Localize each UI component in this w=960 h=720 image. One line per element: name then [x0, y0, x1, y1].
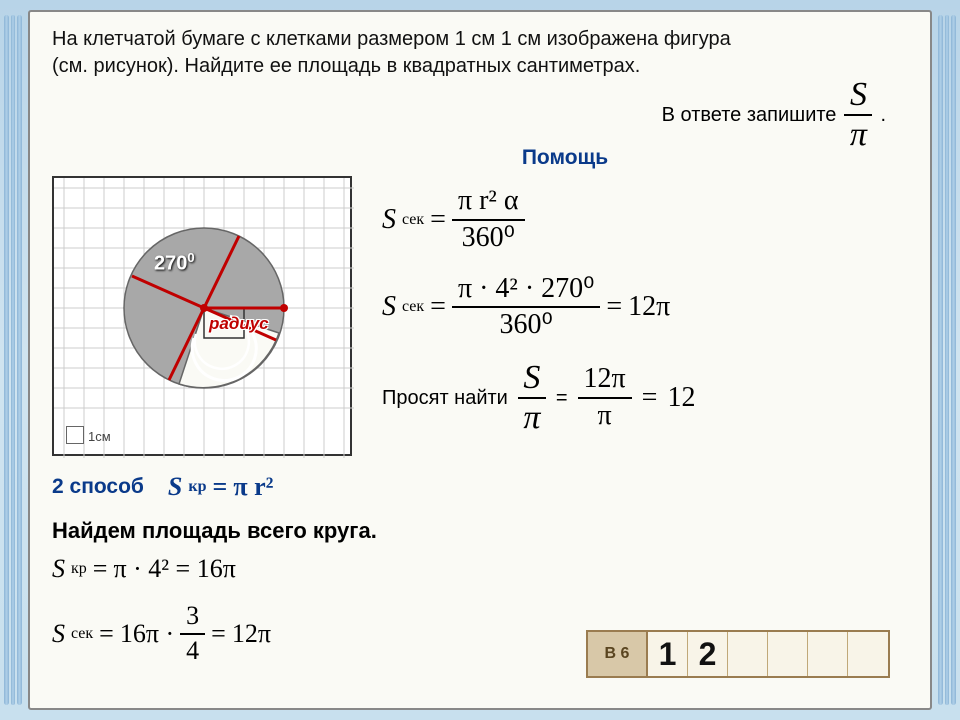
- formula-circle-numeric: Sкр = π · 4² = 16π: [52, 554, 908, 584]
- method2-label[interactable]: 2 способ: [52, 475, 144, 499]
- ask-text: Просят найти: [382, 387, 508, 410]
- problem-line1: На клетчатой бумаге с клетками размером …: [52, 28, 731, 50]
- answer-cell[interactable]: 1: [648, 632, 688, 676]
- formula-sector-general: Sсек = π r² α 360⁰: [382, 186, 908, 254]
- radius-label: радиус: [209, 314, 269, 334]
- answer-instruction: В ответе запишите Sπ .: [52, 78, 908, 152]
- angle-label: 2700: [154, 250, 195, 276]
- answer-suffix: .: [880, 104, 886, 127]
- frame-left: [4, 15, 22, 705]
- formulas-column: Sсек = π r² α 360⁰ Sсек = π · 4² · 270⁰ …: [382, 176, 908, 456]
- formula-sector-numeric: Sсек = π · 4² · 270⁰ 360⁰ = 12π: [382, 274, 908, 342]
- answer-cell[interactable]: 2: [688, 632, 728, 676]
- figure: 2700 радиус 1см: [52, 176, 352, 456]
- s-over-pi-2: Sπ: [518, 361, 546, 435]
- formula-circle-area: Sкр = π r²: [168, 472, 274, 502]
- scale-text: 1см: [88, 429, 111, 444]
- frame-right: [938, 15, 956, 705]
- answer-prefix: В ответе запишите: [662, 104, 837, 127]
- answer-cell[interactable]: [848, 632, 888, 676]
- answer-box: В 6 1 2: [586, 630, 890, 678]
- scale-box: [66, 426, 84, 444]
- slide-content: На клетчатой бумаге с клетками размером …: [28, 10, 932, 710]
- figure-svg: [54, 178, 354, 458]
- full-circle-text: Найдем площадь всего круга.: [52, 518, 908, 544]
- ask-row: Просят найти Sπ = 12π π = 12: [382, 361, 908, 435]
- method2-row: 2 способ Sкр = π r²: [52, 472, 908, 502]
- help-label[interactable]: Помощь: [222, 146, 908, 170]
- answer-cell[interactable]: [808, 632, 848, 676]
- answer-cell[interactable]: [768, 632, 808, 676]
- problem-text: На клетчатой бумаге с клетками размером …: [52, 26, 908, 80]
- answer-box-label: В 6: [586, 630, 646, 678]
- answer-cell[interactable]: [728, 632, 768, 676]
- answer-cells[interactable]: 1 2: [646, 630, 890, 678]
- s-over-pi-1: Sπ: [844, 78, 872, 152]
- problem-line2: (см. рисунок). Найдите ее площадь в квад…: [52, 55, 640, 77]
